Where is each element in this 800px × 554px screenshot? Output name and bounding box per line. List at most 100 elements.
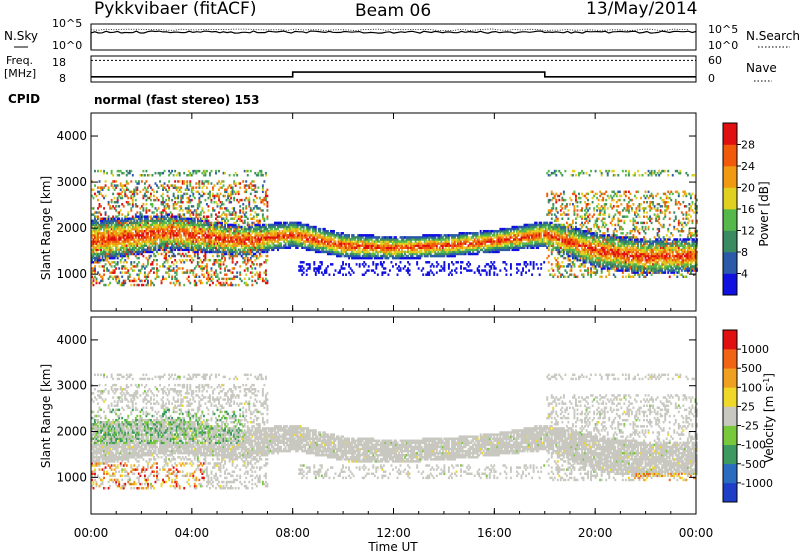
power-cell xyxy=(121,194,124,198)
power-cell xyxy=(95,229,98,233)
power-cell xyxy=(91,250,93,254)
power-cell xyxy=(107,242,110,245)
power-cell xyxy=(112,229,115,233)
power-cell xyxy=(130,263,133,266)
power-cell xyxy=(225,265,228,268)
power-cell xyxy=(115,277,118,281)
power-cell xyxy=(110,184,113,187)
noise-left-tick-top: 10^5 xyxy=(52,17,82,30)
power-cell xyxy=(260,254,263,258)
power-cell xyxy=(163,265,166,268)
power-cell xyxy=(384,271,387,274)
power-cell xyxy=(509,273,512,276)
power-cell xyxy=(121,190,124,194)
power-cell xyxy=(110,275,113,279)
power-cell xyxy=(91,207,93,210)
power-cell xyxy=(115,219,118,223)
power-cell xyxy=(97,232,99,235)
power-cell xyxy=(107,221,110,225)
power-cell xyxy=(97,221,99,225)
power-cell xyxy=(183,171,186,175)
power-heatmap xyxy=(91,169,698,287)
power-cell xyxy=(125,215,128,218)
power-cell xyxy=(215,269,217,272)
power-cell xyxy=(110,207,113,210)
power-cell xyxy=(168,273,171,276)
power-cell xyxy=(136,186,139,189)
power-cell xyxy=(95,252,98,256)
power-cell xyxy=(213,209,216,212)
power-cell xyxy=(148,209,151,212)
power-cell xyxy=(121,221,124,225)
power-cell xyxy=(178,180,181,183)
power-cell xyxy=(95,248,98,252)
power-cell xyxy=(192,205,195,208)
freq-label-line1: Freq. xyxy=(6,54,33,67)
power-cell xyxy=(127,211,130,214)
power-cell xyxy=(437,263,440,266)
power-cell xyxy=(116,219,119,223)
power-cell xyxy=(115,186,118,189)
power-cell xyxy=(348,234,351,237)
power-cell xyxy=(95,240,98,243)
power-cell xyxy=(460,271,462,274)
power-cell xyxy=(127,171,130,175)
freq-panel-frame xyxy=(90,55,697,83)
power-cell xyxy=(342,273,344,276)
power-cell xyxy=(103,196,106,200)
power-cell xyxy=(127,240,130,243)
power-cell xyxy=(103,186,106,189)
power-cell xyxy=(130,248,133,252)
power-cell xyxy=(180,190,183,194)
power-cell xyxy=(212,254,214,258)
power-cell xyxy=(432,273,435,276)
power-cell xyxy=(116,211,119,214)
power-cell xyxy=(124,194,127,198)
power-cell xyxy=(122,221,125,225)
power-cell xyxy=(107,188,110,191)
power-cell xyxy=(222,184,225,187)
power-cell xyxy=(224,171,227,175)
power-cell xyxy=(109,225,112,229)
power-cell xyxy=(122,227,125,231)
power-cell xyxy=(166,258,169,262)
power-cell xyxy=(98,211,101,214)
power-cell xyxy=(159,180,161,183)
power-cell xyxy=(92,240,95,243)
power-cell xyxy=(115,232,118,235)
power-cell xyxy=(97,240,99,243)
power-cell xyxy=(112,215,115,218)
power-cell xyxy=(95,261,98,264)
power-cell xyxy=(260,169,263,173)
noise-sky-trace xyxy=(90,30,697,49)
power-cell xyxy=(134,279,137,283)
power-cell xyxy=(97,207,99,210)
power-cell xyxy=(104,221,107,225)
power-cell xyxy=(107,234,110,237)
power-cell xyxy=(494,267,497,270)
power-cell xyxy=(172,192,175,196)
power-cell xyxy=(236,174,239,177)
power-cell xyxy=(130,169,133,173)
power-cell xyxy=(110,182,113,185)
power-cell xyxy=(116,238,119,241)
power-cell xyxy=(98,244,101,247)
power-cell xyxy=(236,261,239,264)
power-cell xyxy=(97,217,99,220)
power-cell xyxy=(122,252,125,256)
power-cell xyxy=(210,213,213,216)
power-cell xyxy=(140,180,143,183)
power-cell xyxy=(104,225,107,229)
power-cell xyxy=(116,275,119,279)
power-cell xyxy=(112,254,115,258)
power-cell xyxy=(101,258,104,262)
power-cell xyxy=(302,261,305,264)
power-cell xyxy=(91,281,93,285)
power-cell xyxy=(119,169,122,173)
power-cell xyxy=(107,238,110,241)
power-cell xyxy=(125,182,128,185)
power-cell xyxy=(422,267,425,270)
power-cell xyxy=(121,213,124,216)
power-cell xyxy=(151,174,154,177)
power-cell xyxy=(112,261,115,264)
